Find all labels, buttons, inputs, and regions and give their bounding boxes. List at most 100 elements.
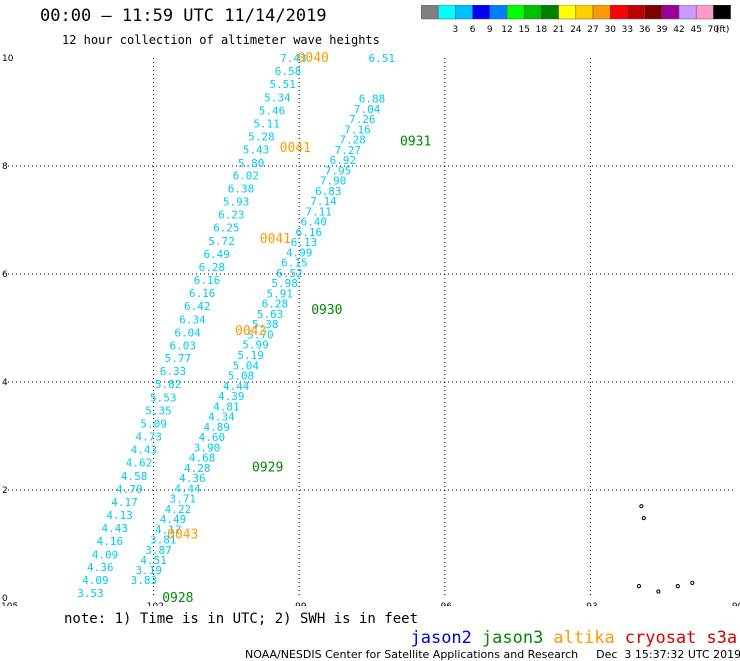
swh-value: 7.04 <box>354 103 381 116</box>
colorbar-label: 24 <box>570 25 582 35</box>
colorbar-label: 15 <box>518 25 529 35</box>
pass-time-label: 0931 <box>400 135 431 150</box>
swh-value: 4.17 <box>111 496 138 509</box>
swh-value: 6.38 <box>228 183 255 196</box>
swh-value: 7.14 <box>310 195 337 208</box>
island-coastline <box>641 515 646 521</box>
map-subtitle: 12 hour collection of altimeter wave hei… <box>62 33 380 47</box>
swh-value: 5.04 <box>233 359 260 372</box>
lat-tick-label: 2 <box>2 486 8 496</box>
swh-value: 4.73 <box>135 431 162 444</box>
swh-value: 5.91 <box>267 287 294 300</box>
legend-s3a: s3a <box>706 628 738 648</box>
swh-value: 5.77 <box>165 352 192 365</box>
swh-value: 7.16 <box>344 123 371 136</box>
island-coastline <box>656 589 661 594</box>
legend-jason3: jason3 <box>481 628 544 648</box>
legend-cryosat: cryosat <box>624 628 697 648</box>
colorbar-label: 27 <box>587 25 598 35</box>
swh-value: 4.34 <box>208 411 235 424</box>
swh-value: 4.43 <box>131 444 158 457</box>
legend-altika: altika <box>553 628 615 648</box>
swh-value: 5.72 <box>208 235 235 248</box>
lat-tick-label: 4 <box>2 378 8 388</box>
swh-value: 4.62 <box>126 456 153 469</box>
map-title: 00:00 – 11:59 UTC 11/14/2019 <box>40 6 327 26</box>
swh-value: 5.93 <box>223 196 250 209</box>
island-coastline <box>675 584 680 589</box>
swh-value: 6.03 <box>169 339 196 352</box>
swh-value: 5.70 <box>247 328 274 341</box>
swh-value: 6.88 <box>359 93 386 106</box>
swh-value: 6.92 <box>330 154 357 167</box>
colorbar-label: 36 <box>639 25 651 35</box>
wave-height-colorbar: 3 6 9 12 15 18 21 24 27 30 33 36 39 42 45 70(ft) <box>421 5 731 35</box>
colorbar-label: 45 <box>690 25 701 35</box>
swh-value: 6.13 <box>291 236 318 249</box>
colorbar-label: 18 <box>536 25 548 35</box>
pass-time-label: 0928 <box>162 591 193 606</box>
swh-value: 7.27 <box>334 144 361 157</box>
swh-value: 5.53 <box>150 392 177 405</box>
swh-value: 6.02 <box>233 170 260 183</box>
pass-time-label: 0041 <box>260 232 291 247</box>
swh-value: 3.71 <box>169 493 196 506</box>
swh-value: 5.09 <box>140 418 167 431</box>
swh-value: 3.19 <box>135 564 162 577</box>
island-coastline <box>639 504 644 509</box>
swh-value: 6.51 <box>368 52 395 65</box>
swh-value: 7.43 <box>280 52 307 65</box>
pass-time-label: 0043 <box>167 527 198 542</box>
swh-value: 6.25 <box>213 222 240 235</box>
swh-value: 4.99 <box>286 246 313 259</box>
swh-value: 4.44 <box>174 482 201 495</box>
swh-value: 5.08 <box>228 370 255 383</box>
swh-value: 6.49 <box>203 248 230 261</box>
swh-value: 4.36 <box>87 561 114 574</box>
lon-tick-label: -102 <box>143 602 163 606</box>
lat-tick-label: 8 <box>2 162 8 172</box>
swh-value: 6.34 <box>179 313 206 326</box>
colorbar-label: 70 <box>708 25 720 35</box>
satellite-legend: jason2 jason3 altika cryosat s3a <box>390 608 740 648</box>
swh-value: 6.16 <box>194 274 221 287</box>
swh-value: 4.36 <box>179 472 206 485</box>
swh-value: 6.52 <box>276 267 303 280</box>
pass-time-label: 0929 <box>252 460 283 475</box>
swh-value: 5.28 <box>248 130 275 143</box>
swh-value: 5.51 <box>269 78 296 91</box>
swh-value: 4.39 <box>218 390 245 403</box>
swh-value: 7.90 <box>320 175 347 188</box>
pass-time-label: 0042 <box>235 324 266 339</box>
island-coastline <box>636 584 642 589</box>
swh-value: 4.13 <box>106 509 133 522</box>
colorbar-swatch <box>713 5 731 20</box>
pass-time-label: 0930 <box>311 303 342 318</box>
swh-value: 5.46 <box>259 104 286 117</box>
swh-value: 5.34 <box>264 91 291 104</box>
units-note: note: 1) Time is in UTC; 2) SWH is in fe… <box>64 611 419 627</box>
lon-tick-label: -93 <box>583 602 598 606</box>
swh-value: 7.95 <box>325 164 352 177</box>
swh-value: 4.70 <box>116 483 143 496</box>
swh-value: 5.38 <box>252 318 279 331</box>
swh-value: 6.40 <box>301 216 328 229</box>
swh-value: 4.09 <box>82 574 109 587</box>
swh-value: 4.89 <box>203 421 230 434</box>
colorbar-label: 3 <box>453 25 459 35</box>
colorbar-label: 30 <box>604 25 616 35</box>
swh-value: 5.98 <box>271 277 298 290</box>
swh-value: 5.63 <box>257 308 284 321</box>
swh-value: 5.80 <box>238 157 265 170</box>
swh-value: 6.28 <box>199 261 226 274</box>
legend-jason2: jason2 <box>410 628 472 648</box>
swh-value: 3.83 <box>131 574 158 587</box>
swh-value: 5.11 <box>253 117 280 130</box>
swh-value: 4.81 <box>213 400 240 413</box>
lon-tick-label: -90 <box>729 602 740 606</box>
swh-value: 4.43 <box>102 522 129 535</box>
island-coastline <box>690 580 695 585</box>
lon-tick-label: -105 <box>0 602 18 606</box>
swh-value: 6.23 <box>218 209 245 222</box>
swh-value: 5.19 <box>237 349 264 362</box>
